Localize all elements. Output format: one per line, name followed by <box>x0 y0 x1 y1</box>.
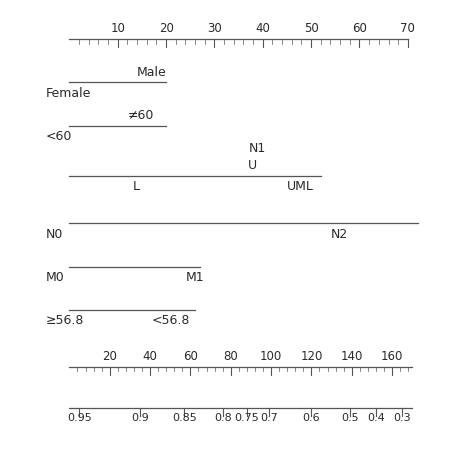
Text: 0.75: 0.75 <box>235 413 259 423</box>
Text: 40: 40 <box>255 22 270 36</box>
Text: 0.4: 0.4 <box>367 413 385 423</box>
Text: 0.85: 0.85 <box>172 413 197 423</box>
Text: 40: 40 <box>143 350 157 363</box>
Text: 80: 80 <box>223 350 238 363</box>
Text: Female: Female <box>46 87 91 100</box>
Text: 0.3: 0.3 <box>393 413 411 423</box>
Text: 60: 60 <box>352 22 367 36</box>
Text: 20: 20 <box>102 350 117 363</box>
Text: 30: 30 <box>207 22 222 36</box>
Text: 160: 160 <box>381 350 403 363</box>
Text: 20: 20 <box>159 22 173 36</box>
Text: <56.8: <56.8 <box>152 314 190 328</box>
Text: <60: <60 <box>46 130 72 143</box>
Text: 0.5: 0.5 <box>341 413 358 423</box>
Text: Male: Male <box>137 65 167 79</box>
Text: 140: 140 <box>341 350 363 363</box>
Text: 60: 60 <box>183 350 198 363</box>
Text: U: U <box>248 159 257 172</box>
Text: M0: M0 <box>46 271 64 284</box>
Text: 0.6: 0.6 <box>302 413 320 423</box>
Text: 0.95: 0.95 <box>67 413 92 423</box>
Text: UML: UML <box>287 180 314 193</box>
Text: 0.8: 0.8 <box>214 413 232 423</box>
Text: ≠60: ≠60 <box>128 109 154 122</box>
Text: 0.7: 0.7 <box>260 413 278 423</box>
Text: N1: N1 <box>248 142 265 155</box>
Text: 120: 120 <box>300 350 323 363</box>
Text: 50: 50 <box>304 22 319 36</box>
Text: 0.9: 0.9 <box>131 413 149 423</box>
Text: N0: N0 <box>46 228 63 241</box>
Text: ≥56.8: ≥56.8 <box>46 314 84 328</box>
Text: 100: 100 <box>260 350 282 363</box>
Text: 10: 10 <box>110 22 125 36</box>
Text: L: L <box>132 180 139 193</box>
Text: N2: N2 <box>330 228 348 241</box>
Text: M1: M1 <box>185 271 204 284</box>
Text: 70: 70 <box>401 22 415 36</box>
